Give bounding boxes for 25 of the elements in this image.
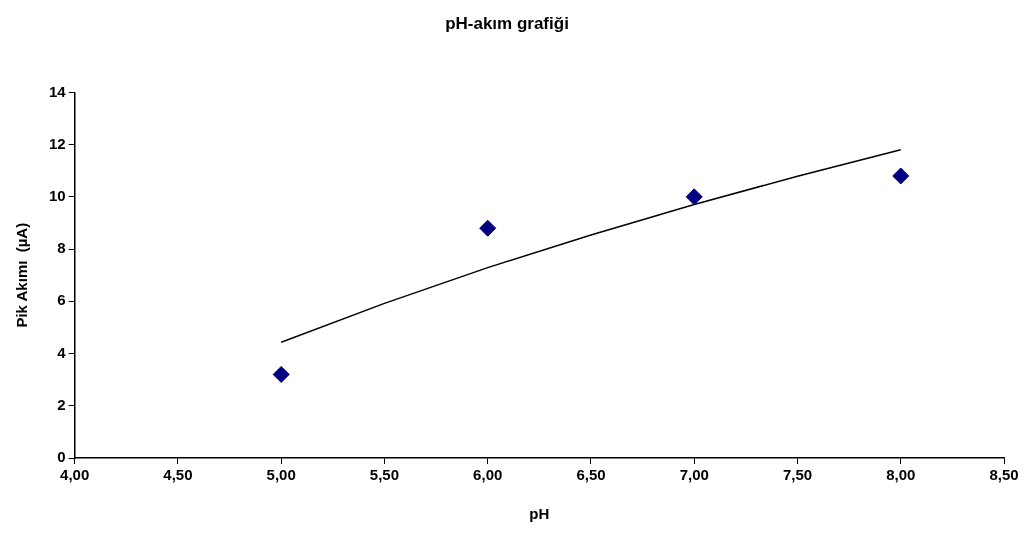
x-tick-label: 8,00 (886, 466, 916, 484)
x-tick-label: 7,50 (782, 466, 813, 484)
point (479, 219, 497, 237)
y-tick-label: 4 (57, 343, 67, 361)
point (685, 188, 703, 206)
x-tick-label: 5,50 (369, 466, 400, 484)
y-tick-label: 12 (49, 134, 66, 152)
point (892, 167, 910, 185)
x-tick-label: 5,00 (266, 466, 296, 484)
x-tick-label: 7,00 (679, 466, 709, 484)
y-axis-title: Pik Akımı (µA) (13, 222, 31, 328)
y-tick-label: 0 (57, 448, 66, 466)
x-axis-title: pH (529, 505, 550, 523)
x-tick-label: 6,00 (473, 466, 503, 484)
y-tick-label: 8 (57, 239, 66, 257)
x-tick-label: 4,00 (60, 466, 90, 484)
y-tick-label: 2 (57, 395, 66, 413)
y-tick-label: 14 (49, 82, 67, 100)
x-tick-label: 8,50 (989, 466, 1019, 484)
y-tick-label: 10 (49, 187, 66, 204)
y-tick-label: 6 (57, 291, 66, 309)
point (272, 365, 290, 383)
x-tick-label: 4,50 (163, 466, 193, 484)
x-tick-label: 6,50 (576, 466, 606, 484)
chart-title: pH-akım grafiği (445, 13, 569, 33)
